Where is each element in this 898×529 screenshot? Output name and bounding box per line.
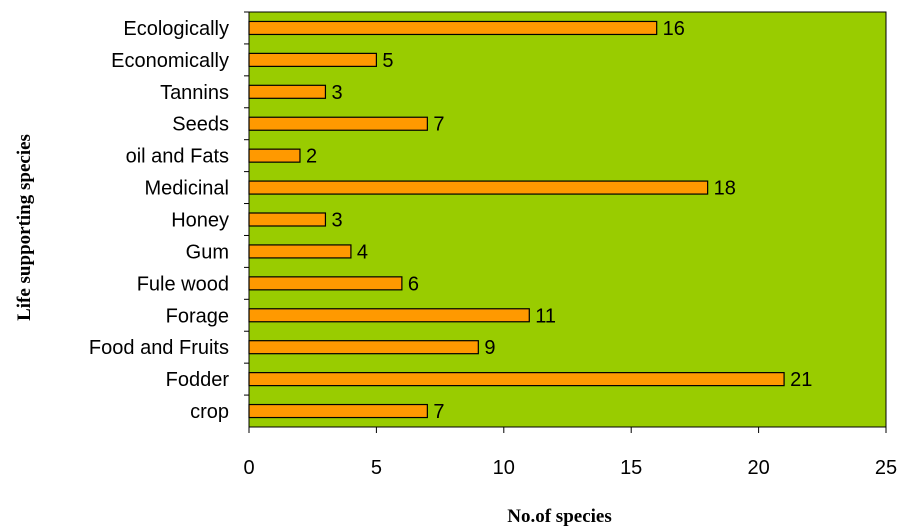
category-label-gum: Gum bbox=[186, 241, 229, 263]
category-labels: Ecologically Economically Tannins Seeds oil … bbox=[89, 18, 229, 423]
x-tick-label: 15 bbox=[620, 457, 642, 479]
x-tick-label: 5 bbox=[371, 457, 382, 479]
category-label-food-and-fruits: Food and Fruits bbox=[89, 337, 229, 359]
value-label-medicinal: 18 bbox=[714, 178, 736, 200]
category-label-economically: Economically bbox=[111, 50, 229, 72]
bar-seeds bbox=[248, 116, 428, 131]
bars-group bbox=[248, 20, 785, 419]
bar-fule-wood bbox=[248, 276, 403, 291]
bar-honey bbox=[248, 212, 327, 227]
bar-economically bbox=[248, 52, 378, 67]
plot-area bbox=[248, 11, 887, 428]
category-label-honey: Honey bbox=[171, 210, 229, 232]
x-tick-label: 0 bbox=[243, 457, 254, 479]
bar-medicinal bbox=[248, 180, 709, 195]
category-label-tannins: Tannins bbox=[160, 82, 229, 104]
value-label-gum: 4 bbox=[357, 241, 368, 263]
category-label-fodder: Fodder bbox=[166, 369, 230, 391]
category-label-oil-and-fats: oil and Fats bbox=[126, 146, 229, 168]
bar-ecologically bbox=[248, 20, 658, 36]
category-label-fule-wood: Fule wood bbox=[137, 273, 229, 295]
bar-fodder bbox=[248, 372, 785, 387]
value-label-fule-wood: 6 bbox=[408, 273, 419, 295]
x-axis-ticks: 0 5 10 15 20 25 bbox=[243, 11, 897, 479]
bar-tannins bbox=[248, 84, 327, 99]
x-axis-title: No.of species bbox=[507, 506, 611, 527]
category-label-forage: Forage bbox=[166, 305, 229, 327]
bar-oil-and-fats bbox=[248, 148, 301, 163]
bar-gum bbox=[248, 244, 352, 259]
value-label-crop: 7 bbox=[433, 401, 444, 423]
value-label-seeds: 7 bbox=[433, 114, 444, 136]
value-label-economically: 5 bbox=[382, 50, 393, 72]
y-axis-title: Life supporting species bbox=[14, 134, 35, 321]
value-label-ecologically: 16 bbox=[663, 18, 685, 40]
category-label-crop: crop bbox=[190, 401, 229, 423]
value-label-food-and-fruits: 9 bbox=[484, 337, 495, 359]
x-tick-label: 25 bbox=[875, 457, 897, 479]
x-tick-label: 20 bbox=[747, 457, 769, 479]
value-label-honey: 3 bbox=[331, 210, 342, 232]
x-tick-label: 10 bbox=[493, 457, 515, 479]
value-label-tannins: 3 bbox=[331, 82, 342, 104]
category-label-ecologically: Ecologically bbox=[123, 18, 229, 40]
category-label-medicinal: Medicinal bbox=[145, 178, 229, 200]
value-label-oil-and-fats: 2 bbox=[306, 146, 317, 168]
bar-crop bbox=[248, 403, 428, 419]
value-label-forage: 11 bbox=[535, 305, 556, 327]
bar-forage bbox=[248, 308, 530, 323]
category-label-seeds: Seeds bbox=[172, 114, 229, 136]
value-label-fodder: 21 bbox=[790, 369, 812, 391]
bar-food-and-fruits bbox=[248, 340, 479, 355]
